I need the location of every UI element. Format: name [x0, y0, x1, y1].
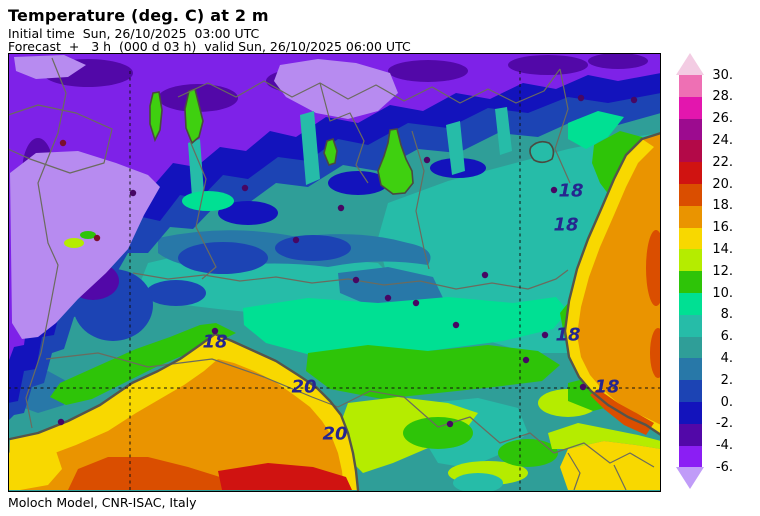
lakes: [149, 87, 555, 195]
city-markers: [57, 94, 638, 428]
city-dot: [550, 186, 558, 194]
temperature-colorbar: 30. 28. 26. 24. 22. 20. 18. 16. 14. 12. 10. 8. 6. 4. 2…: [676, 53, 759, 495]
scale-tick-label: -6.: [715, 459, 733, 475]
ligurian-coast: [8, 332, 360, 492]
lake-iseo: [323, 137, 338, 166]
scale-block: [679, 445, 702, 468]
page-title: Temperature (deg. C) at 2 m: [8, 6, 269, 25]
temperature-value-label: 18: [594, 377, 619, 398]
scale-tick-label: 14.: [712, 241, 733, 257]
scale-block: [679, 118, 702, 141]
scale-block: [679, 293, 702, 315]
scale-tick-label: 8.: [720, 307, 733, 323]
scale-tick-label: 22.: [712, 154, 733, 170]
scale-tick-label: 2.: [720, 372, 733, 388]
city-dot: [522, 356, 530, 364]
city-dot: [59, 139, 67, 147]
temperature-value-label: 20: [291, 377, 316, 398]
scale-arrow-below-min: [676, 467, 704, 490]
forecast-valid-line: Forecast + 3 h (000 d 03 h) valid Sun, 2…: [8, 39, 411, 54]
scale-tick-label: 20.: [712, 176, 733, 192]
city-dot: [579, 383, 587, 391]
temperature-value-label: 18: [553, 215, 578, 236]
map-frame: [8, 53, 661, 492]
temperature-value-label: 18: [202, 332, 227, 353]
temperature-labels: 18 18 18 18 18 20 20: [202, 181, 619, 445]
scale-block: [679, 96, 702, 119]
scale-block: [679, 249, 702, 272]
city-dot: [352, 276, 360, 284]
po-river: [132, 269, 569, 290]
temperature-field: [8, 53, 668, 493]
city-dot: [452, 321, 460, 329]
temperature-value-label: 20: [322, 424, 347, 445]
scale-block: [679, 162, 702, 184]
map-canvas: 18 18 18 18 18 20 20: [7, 53, 668, 493]
lake-garda: [377, 128, 414, 195]
scale-tick-label: 26.: [712, 111, 733, 127]
scale-block: [679, 227, 702, 250]
scale-tick-label: 4.: [720, 350, 733, 366]
scale-block: [679, 314, 702, 337]
scale-tick-label: 12.: [712, 263, 733, 279]
coastline: [8, 131, 663, 492]
temperature-map: 18 18 18 18 18 20 20: [7, 53, 668, 493]
scale-block: [679, 205, 702, 228]
scale-tick-label: -2.: [715, 416, 733, 432]
scale-block: [679, 402, 702, 424]
scale-tick-label: 24.: [712, 132, 733, 148]
scale-tick-label: 0.: [720, 394, 733, 410]
city-dot: [384, 294, 392, 302]
graticule: [8, 71, 661, 490]
city-dot: [423, 156, 431, 164]
temperature-value-label: 18: [558, 181, 583, 202]
city-dot: [57, 418, 65, 426]
scale-tick-label: 6.: [720, 329, 733, 345]
city-dot: [577, 94, 585, 102]
venice-lagoon: [529, 140, 555, 164]
scale-block: [679, 140, 702, 163]
scale-block: [679, 184, 702, 206]
scale-block: [679, 75, 702, 97]
scale-block: [679, 271, 702, 293]
scale-block: [679, 358, 702, 381]
city-dot: [630, 96, 638, 104]
scale-tick-label: 10.: [712, 285, 733, 301]
city-dot: [93, 234, 101, 242]
temperature-value-label: 18: [555, 325, 580, 346]
scale-tick-label: 16.: [712, 220, 733, 236]
scale-tick-label: -4.: [715, 438, 733, 454]
city-dot: [481, 271, 489, 279]
city-dot: [241, 184, 249, 192]
scale-tick-label: 18.: [712, 198, 733, 214]
city-dot: [337, 204, 345, 212]
scale-tick-label: 30.: [712, 67, 733, 83]
city-dot: [292, 236, 300, 244]
model-credit: Moloch Model, CNR-ISAC, Italy: [8, 495, 197, 510]
scale-block: [679, 336, 702, 359]
scale-tick-label: 28.: [712, 89, 733, 105]
city-dot: [412, 299, 420, 307]
city-dot: [129, 189, 137, 197]
city-dot: [211, 327, 219, 335]
city-dot: [541, 331, 549, 339]
scale-arrow-above-max: [676, 53, 704, 75]
lake-maggiore: [149, 91, 163, 143]
scale-block: [679, 380, 702, 402]
scale-block: [679, 423, 702, 446]
initial-time-line: Initial time Sun, 26/10/2025 03:00 UTC: [8, 26, 260, 41]
adriatic-coast: [563, 131, 663, 437]
region-borders: [7, 57, 655, 491]
lake-como: [184, 87, 204, 145]
city-dot: [446, 420, 454, 428]
